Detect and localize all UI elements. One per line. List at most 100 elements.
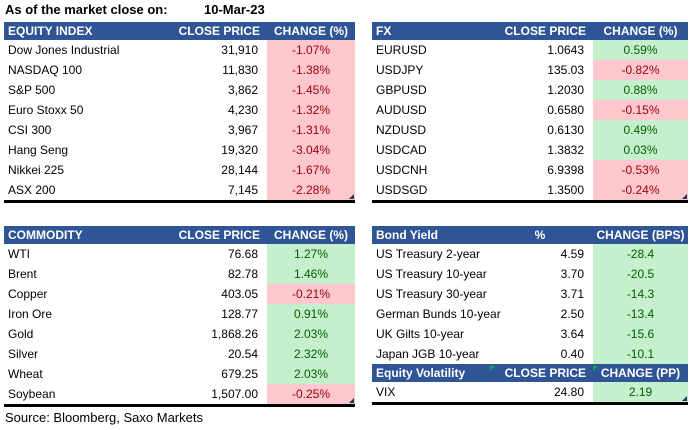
- change-value: 2.19: [593, 382, 688, 402]
- table-row: German Bunds 10-year 2.50 -13.4: [372, 304, 688, 324]
- row-label: Soybean: [8, 387, 56, 401]
- change-value: -0.25%: [267, 384, 355, 404]
- equity-index-body: Dow Jones Industrial 31,910 -1.07% NASDAQ 1…: [4, 40, 355, 200]
- change-value: -1.45%: [267, 80, 355, 100]
- as-of-date: 10-Mar-23: [204, 2, 265, 17]
- row-label: VIX: [376, 385, 396, 399]
- row-label: USDCAD: [376, 143, 427, 157]
- row-label: German Bunds 10-year: [376, 307, 501, 321]
- change-value: -28.4: [593, 244, 688, 264]
- row-label: Euro Stoxx 50: [8, 103, 84, 117]
- row-label: USDSGD: [376, 183, 428, 197]
- fx-body: EURUSD 1.0643 0.59% USDJPY 135.03 -0.82% GBPUS…: [372, 40, 688, 200]
- close-price-header: CLOSE PRICE: [178, 24, 260, 38]
- row-label: S&P 500: [8, 83, 56, 97]
- table-row: USDCAD 1.3832 0.03%: [372, 140, 688, 160]
- change-pp-header-label: CHANGE (PP): [600, 366, 681, 380]
- close-price-value: 403.05: [221, 287, 258, 301]
- row-label: Hang Seng: [8, 143, 69, 157]
- commodity-body: WTI 76.68 1.27% Brent 82.78 1.46% Copper 403.05…: [4, 244, 355, 404]
- change-value: -0.15%: [593, 100, 688, 120]
- close-price-value: 20.54: [227, 347, 258, 361]
- equity-index-table: EQUITY INDEX CLOSE PRICE CHANGE (%) Dow …: [4, 22, 355, 203]
- close-price-value: 28,144: [221, 163, 258, 177]
- change-pct-header: CHANGE (%): [603, 24, 678, 38]
- close-price-value: 3.64: [560, 327, 584, 341]
- close-price-value: 24.80: [553, 385, 584, 399]
- table-row: US Treasury 2-year 4.59 -28.4: [372, 244, 688, 264]
- close-price-value: 1.0643: [547, 43, 584, 57]
- cell-corner-marker: [682, 396, 687, 401]
- green-corner-marker: [490, 366, 495, 371]
- change-value: -13.4: [593, 304, 688, 324]
- change-value: -1.32%: [267, 100, 355, 120]
- close-price-value: 11,830: [222, 63, 258, 77]
- table-row: NASDAQ 100 11,830 -1.38%: [4, 60, 355, 80]
- fx-title: FX: [376, 24, 392, 38]
- close-price-value: 1.3832: [547, 143, 584, 157]
- table-row: S&P 500 3,862 -1.45%: [4, 80, 355, 100]
- change-value: 2.03%: [267, 364, 355, 384]
- row-label: Silver: [8, 347, 39, 361]
- row-label: WTI: [8, 247, 30, 261]
- close-price-value: 128.77: [221, 307, 258, 321]
- close-price-value: 1,868.26: [211, 327, 258, 341]
- bond-yield-body: US Treasury 2-year 4.59 -28.4 US Treasury 1…: [372, 244, 688, 364]
- close-price-value: 0.6130: [547, 123, 584, 137]
- row-label: NZDUSD: [376, 123, 426, 137]
- table-row: VIX 24.80 2.19: [372, 382, 688, 402]
- close-price-value: 76.68: [227, 247, 258, 261]
- fx-table: FX CLOSE PRICE CHANGE (%) EURUSD 1.0643 0.…: [372, 22, 688, 203]
- row-label: Wheat: [8, 367, 43, 381]
- change-value: 1.46%: [267, 264, 355, 284]
- change-value: -1.67%: [267, 160, 355, 180]
- change-value: 2.03%: [267, 324, 355, 344]
- percent-header: %: [534, 228, 546, 242]
- close-price-value: 1.2030: [547, 83, 584, 97]
- table-row: EURUSD 1.0643 0.59%: [372, 40, 688, 60]
- green-corner-marker: [593, 366, 598, 371]
- table-row: Silver 20.54 2.32%: [4, 344, 355, 364]
- change-value: -1.31%: [267, 120, 355, 140]
- row-label: AUDUSD: [376, 103, 427, 117]
- close-price-value: 135.03: [547, 63, 584, 77]
- table-row: USDCNH 6.9398 -0.53%: [372, 160, 688, 180]
- commodity-table: COMMODITY CLOSE PRICE CHANGE (%) WTI 76.6…: [4, 226, 355, 407]
- equity-index-title: EQUITY INDEX: [8, 24, 93, 38]
- close-price-header-label: CLOSE PRICE: [504, 366, 586, 380]
- table-row: CSI 300 3,967 -1.31%: [4, 120, 355, 140]
- row-label: USDCNH: [376, 163, 428, 177]
- close-price-value: 31,910: [221, 43, 258, 57]
- change-value: -20.5: [593, 264, 688, 284]
- bond-yield-table: Bond Yield % CHANGE (BPS) US Treasury 2-…: [372, 226, 688, 364]
- close-price-value: 2.50: [560, 307, 584, 321]
- change-pp-header: CHANGE (PP): [593, 366, 688, 380]
- table-row: Japan JGB 10-year 0.40 -10.1: [372, 344, 688, 364]
- row-label: CSI 300: [8, 123, 52, 137]
- row-label: US Treasury 30-year: [376, 287, 487, 301]
- table-row: USDSGD 1.3500 -0.24%: [372, 180, 688, 200]
- close-price-header: CLOSE PRICE: [490, 366, 590, 380]
- change-value: 0.03%: [593, 140, 688, 160]
- equity-index-header-row: EQUITY INDEX CLOSE PRICE CHANGE (%): [4, 22, 355, 40]
- change-value: -15.6: [593, 324, 688, 344]
- change-value: -14.3: [593, 284, 688, 304]
- change-pct-header: CHANGE (%): [274, 228, 348, 242]
- change-pct-header: CHANGE (%): [274, 24, 348, 38]
- fx-header-row: FX CLOSE PRICE CHANGE (%): [372, 22, 688, 40]
- row-label: Iron Ore: [8, 307, 53, 321]
- table-row: US Treasury 30-year 3.71 -14.3: [372, 284, 688, 304]
- close-price-value: 3,967: [227, 123, 258, 137]
- row-label: US Treasury 10-year: [376, 267, 487, 281]
- source-note: Source: Bloomberg, Saxo Markets: [5, 410, 203, 425]
- row-label: Japan JGB 10-year: [376, 347, 480, 361]
- table-row: US Treasury 10-year 3.70 -20.5: [372, 264, 688, 284]
- table-row: Brent 82.78 1.46%: [4, 264, 355, 284]
- close-price-value: 4,230: [227, 103, 258, 117]
- close-price-value: 3,862: [227, 83, 258, 97]
- row-label: NASDAQ 100: [8, 63, 83, 77]
- table-row: Soybean 1,507.00 -0.25%: [4, 384, 355, 404]
- table-row: Nikkei 225 28,144 -1.67%: [4, 160, 355, 180]
- close-price-value: 0.40: [560, 347, 584, 361]
